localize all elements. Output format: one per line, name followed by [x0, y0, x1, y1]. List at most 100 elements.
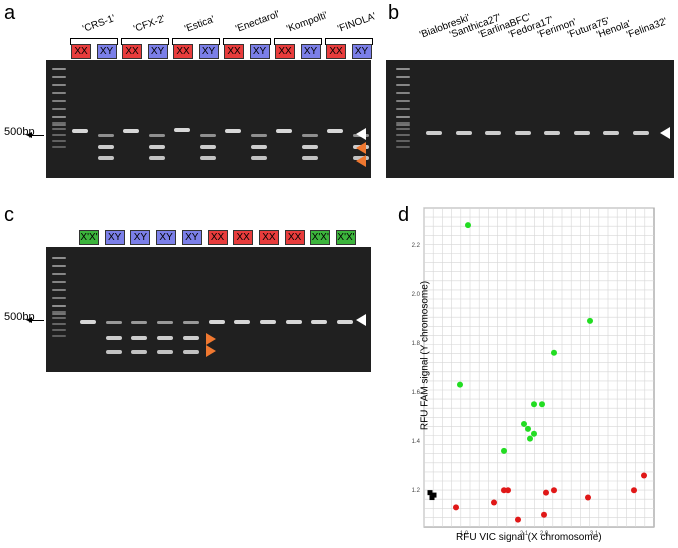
- gel-band: [259, 320, 276, 324]
- ladder-band: [396, 128, 410, 130]
- panel-a-orange-arrow-icon: [356, 155, 366, 167]
- gel-band: [174, 128, 190, 132]
- gel-band: [225, 129, 241, 133]
- gel-band: [632, 131, 649, 135]
- male-point: [587, 317, 593, 324]
- gel-band: [182, 336, 199, 340]
- male-point: [501, 447, 507, 454]
- ladder-band: [396, 146, 410, 148]
- ladder-band: [52, 122, 66, 124]
- ladder-band: [396, 100, 410, 102]
- panel-a-sex-label: XY: [300, 44, 321, 59]
- ladder-band: [52, 140, 66, 142]
- panel-a-variety-bracket: [325, 38, 373, 45]
- panel-a-variety-name: 'CFX-2': [131, 13, 167, 35]
- panel-a-sex-label: XY: [96, 44, 117, 59]
- gel-band: [199, 134, 216, 137]
- gel-band: [327, 129, 343, 133]
- gel-band: [157, 336, 174, 340]
- gel-band: [234, 320, 251, 324]
- gel-band: [105, 321, 122, 324]
- panel-a-sex-label: XX: [71, 44, 91, 59]
- ladder-band: [52, 297, 66, 299]
- gel-band: [80, 320, 96, 324]
- female-point: [641, 472, 647, 479]
- gel-band: [485, 131, 501, 135]
- gel-band: [208, 320, 225, 324]
- ladder-band: [52, 257, 66, 259]
- ladder-band: [52, 76, 66, 78]
- male-point: [527, 435, 533, 442]
- ladder-band: [396, 134, 410, 136]
- gel-band: [199, 156, 216, 160]
- y-tick-label: 1.2: [412, 488, 421, 494]
- panel-a-variety-bracket: [223, 38, 271, 45]
- ladder-band: [52, 68, 66, 70]
- ladder-band: [396, 116, 410, 118]
- panel-b-white-arrow-icon: [660, 127, 670, 139]
- ladder-band: [52, 134, 66, 136]
- panel-c-orange-arrow-icon: [206, 345, 216, 357]
- female-point: [453, 504, 459, 511]
- gel-band: [544, 131, 560, 135]
- gel-band: [97, 156, 114, 160]
- panel-a-variety-name: 'CRS-1': [80, 13, 117, 35]
- female-point: [543, 489, 549, 496]
- gel-band: [148, 134, 165, 137]
- gel-band: [148, 156, 165, 160]
- y-tick-label: 2.2: [412, 243, 421, 249]
- gel-band: [105, 350, 122, 354]
- gel-band: [131, 350, 148, 354]
- panel-c-white-arrow-icon: [356, 314, 366, 326]
- female-point: [585, 494, 591, 501]
- panel-a-white-arrow-icon: [356, 128, 366, 140]
- panel-a-variety-name: 'Kompolti': [284, 10, 329, 36]
- ladder-band: [396, 76, 410, 78]
- panel-a-sex-label: XX: [173, 44, 193, 59]
- ladder-band: [396, 140, 410, 142]
- panel-a-sex-label: XY: [147, 44, 168, 59]
- female-point: [631, 487, 637, 494]
- ladder-band: [396, 124, 410, 126]
- ladder-band: [396, 108, 410, 110]
- gel-band: [603, 131, 619, 135]
- male-point: [531, 401, 537, 408]
- ladder-band: [52, 265, 66, 267]
- ladder-band: [52, 335, 66, 337]
- male-point: [539, 401, 545, 408]
- ladder-band: [52, 289, 66, 291]
- gel-band: [148, 145, 165, 149]
- ladder-band: [52, 92, 66, 94]
- gel-band: [182, 321, 199, 324]
- gel-band: [250, 145, 267, 149]
- panel-d-x-axis-label: RFU VIC signal (X chromosome): [456, 532, 602, 543]
- panel-c-sex-label: XY: [156, 230, 177, 245]
- male-point: [457, 381, 463, 388]
- panel-c-marker-arrowhead-icon: [26, 317, 32, 323]
- panel-c-sex-label: XY: [130, 230, 151, 245]
- plot-area: [423, 207, 655, 528]
- ladder-band: [396, 68, 410, 70]
- panel-a-variety-name: 'Estica': [182, 14, 216, 36]
- panel-c-label: c: [4, 204, 14, 226]
- gel-band: [301, 134, 318, 137]
- panel-c-sex-label: XY: [104, 230, 125, 245]
- female-point: [501, 487, 507, 494]
- ladder-band: [52, 323, 66, 325]
- ntc-point: [431, 492, 437, 498]
- panel-a-gel-image: [46, 60, 371, 178]
- panel-a-sex-label: XX: [122, 44, 142, 59]
- gel-band: [97, 134, 114, 137]
- male-point: [551, 349, 557, 356]
- ladder-band: [52, 329, 66, 331]
- ladder-band: [52, 146, 66, 148]
- ladder-band: [52, 108, 66, 110]
- ladder-band: [52, 311, 66, 313]
- ladder-band: [52, 124, 66, 126]
- panel-a-orange-arrow-icon: [356, 142, 366, 154]
- gel-band: [301, 145, 318, 149]
- gel-band: [250, 156, 267, 160]
- panel-c-sex-label: XY: [181, 230, 202, 245]
- panel-a-marker-arrowhead-icon: [26, 132, 32, 138]
- panel-c-orange-arrow-icon: [206, 333, 216, 345]
